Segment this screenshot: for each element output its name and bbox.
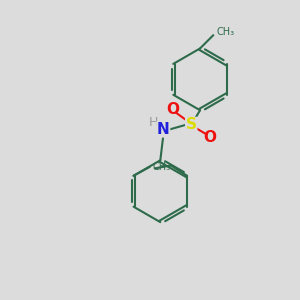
Text: O: O [203, 130, 216, 145]
Text: H: H [148, 116, 158, 128]
Text: CH₃: CH₃ [216, 27, 234, 37]
Text: CH₃: CH₃ [153, 162, 171, 172]
Text: S: S [186, 118, 197, 133]
Text: O: O [167, 102, 179, 117]
Text: N: N [157, 122, 169, 137]
